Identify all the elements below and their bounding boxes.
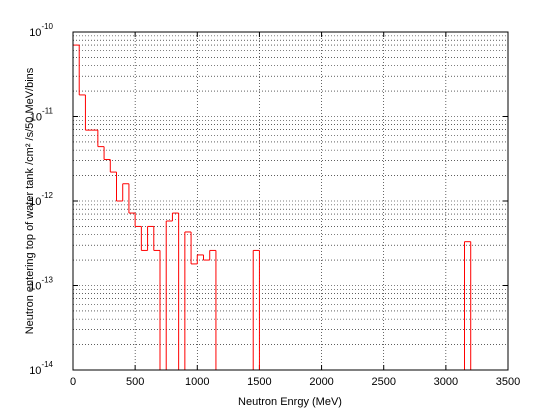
y-tick-exponent: -11 xyxy=(42,107,54,116)
y-tick-base: 10 xyxy=(29,196,41,208)
x-tick-label: 3000 xyxy=(434,376,458,388)
plot-frame xyxy=(72,31,509,371)
y-tick-base: 10 xyxy=(29,365,41,377)
y-tick-base: 10 xyxy=(29,27,41,39)
histogram xyxy=(73,44,472,370)
y-tick-label: 10-14 xyxy=(29,360,53,377)
y-tick-base: 10 xyxy=(29,281,41,293)
y-tick-label: 10-13 xyxy=(29,276,53,293)
y-axis-label: Neutron entering top of water tank /cm² … xyxy=(24,67,36,334)
y-tick-exponent: -14 xyxy=(41,360,53,369)
y-tick-label: 10-10 xyxy=(29,22,53,39)
y-tick-exponent: -10 xyxy=(41,22,53,31)
y-tick-exponent: -13 xyxy=(41,276,53,285)
x-tick-label: 0 xyxy=(70,376,76,388)
x-tick-label: 1000 xyxy=(185,376,209,388)
x-tick-label: 1500 xyxy=(247,376,271,388)
x-tick-label: 2000 xyxy=(309,376,333,388)
x-tick-label: 2500 xyxy=(371,376,395,388)
x-tick-label: 500 xyxy=(126,376,144,388)
y-tick-exponent: -12 xyxy=(41,191,53,200)
x-axis-label: Neutron Enrgy (MeV) xyxy=(238,396,342,408)
y-tick-label: 10-11 xyxy=(30,107,54,124)
y-tick-label: 10-12 xyxy=(29,191,53,208)
y-tick-base: 10 xyxy=(30,112,42,124)
x-tick-label: 3500 xyxy=(496,376,520,388)
